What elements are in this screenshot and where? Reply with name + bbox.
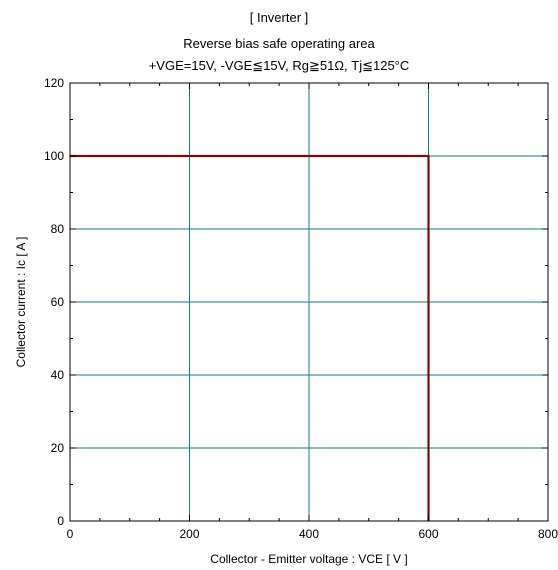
chart-subtitle: Reverse bias safe operating area — [183, 36, 375, 51]
x-tick-label: 600 — [418, 527, 438, 541]
grid-lines — [70, 83, 548, 521]
x-tick-labels: 0 200 400 600 800 — [67, 527, 558, 541]
chart-conditions: +VGE=15V, -VGE≦15V, Rg≧51Ω, Tj≦125°C — [148, 58, 410, 73]
x-tick-label: 0 — [67, 527, 74, 541]
y-tick-label: 20 — [51, 441, 65, 455]
y-axis-label: Collector current : Ic [ A ] — [14, 237, 28, 368]
tick-marks — [69, 82, 549, 522]
y-tick-label: 40 — [51, 368, 65, 382]
y-tick-label: 100 — [44, 149, 64, 163]
series-layer — [70, 154, 430, 521]
chart-title: [ Inverter ] — [249, 10, 309, 25]
x-tick-label: 200 — [179, 527, 199, 541]
y-tick-label: 60 — [51, 295, 65, 309]
x-axis-label: Collector - Emitter voltage : VCE [ V ] — [210, 552, 407, 566]
y-tick-label: 120 — [44, 76, 64, 90]
y-tick-labels: 0 20 40 60 80 100 120 — [44, 76, 64, 528]
series-line-rbsoa — [70, 154, 430, 521]
x-tick-label: 800 — [538, 527, 558, 541]
y-tick-label: 80 — [51, 222, 65, 236]
y-tick-label: 0 — [57, 514, 64, 528]
x-tick-label: 400 — [299, 527, 319, 541]
